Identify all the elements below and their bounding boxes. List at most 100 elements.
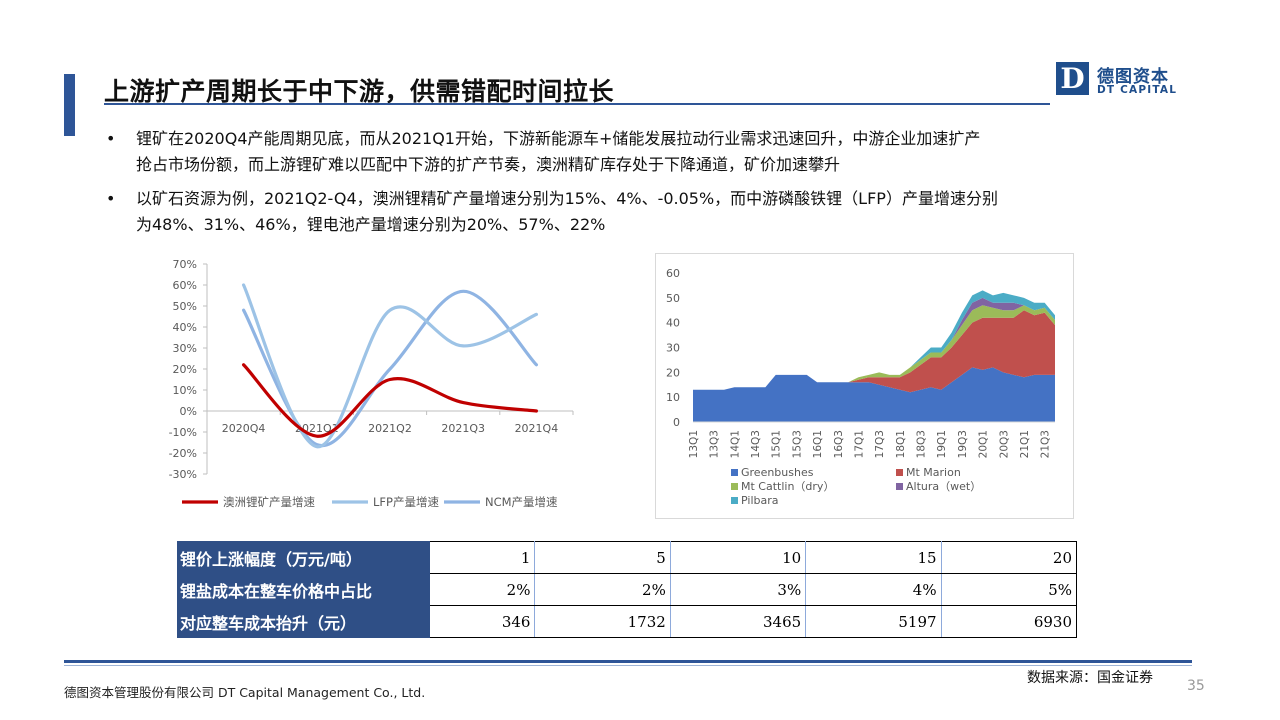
legend-label: Mt Cattlin（dry）: [741, 480, 834, 493]
area-pilbara: [693, 290, 1055, 390]
x-tick-label: 14Q1: [729, 430, 741, 458]
table-cell: 5%: [940, 573, 1078, 606]
x-tick-label: 13Q1: [688, 430, 700, 458]
legend-swatch: [896, 483, 903, 490]
y-tick-label: -30%: [169, 468, 197, 481]
table-cell: 20: [940, 541, 1078, 574]
y-tick-label: 10: [666, 391, 680, 404]
x-tick-label: 20Q3: [998, 430, 1010, 458]
table-cell: 1732: [534, 605, 671, 638]
y-tick-label: 0%: [180, 405, 197, 418]
footer-divider-thin: [64, 665, 1192, 666]
y-tick-label: -20%: [169, 447, 197, 460]
row-header: 锂盐成本在整车价格中占比: [177, 573, 430, 606]
x-tick-label: 21Q1: [1019, 430, 1031, 458]
bullet-item: 以矿石资源为例，2021Q2-Q4，澳洲锂精矿产量增速分别为15%、4%、-0.…: [104, 186, 1164, 238]
page-title: 上游扩产周期长于中下游，供需错配时间拉长: [104, 77, 615, 106]
table-cell: 3%: [669, 573, 807, 606]
legend-swatch: [731, 497, 738, 504]
y-tick-label: 20%: [173, 363, 197, 376]
x-tick-label: 2020Q4: [222, 422, 266, 435]
table-cell: 1: [428, 541, 536, 574]
table-cell: 15: [805, 541, 942, 574]
dt-logo-icon: D: [1056, 62, 1089, 95]
y-tick-label: -10%: [169, 426, 197, 439]
x-tick-label: 15Q1: [771, 430, 783, 458]
x-tick-label: 20Q1: [978, 430, 990, 458]
x-tick-label: 18Q3: [916, 430, 928, 458]
page-number: 35: [1187, 678, 1205, 694]
y-tick-label: 50%: [173, 300, 197, 313]
x-tick-label: 19Q1: [936, 430, 948, 458]
x-tick-label: 17Q1: [853, 430, 865, 458]
footer-divider: [64, 660, 1192, 663]
table-cell: 10: [669, 541, 807, 574]
x-tick-label: 13Q3: [709, 430, 721, 458]
logo-chinese-name: 德图资本: [1097, 67, 1169, 87]
bullet-line: 为48%、31%、46%，锂电池产量增速分别为20%、57%、22%: [136, 215, 606, 234]
data-source: 数据来源：国金证券: [1027, 670, 1153, 686]
y-tick-label: 10%: [173, 384, 197, 397]
x-tick-label: 14Q3: [750, 430, 762, 458]
title-accent-bar: [64, 74, 75, 136]
x-tick-label: 15Q3: [791, 430, 803, 458]
supply-area-chart: 0 10 20 30 40 50 60 13Q1 13Q3 14Q1 14Q3 15Q1 15Q3 16Q…: [666, 267, 1055, 507]
legend-swatch: [731, 469, 738, 476]
series-line-1: [242, 363, 538, 438]
bullet-line: 抢占市场份额，而上游锂矿难以匹配中下游的扩产节奏，澳洲精矿库存处于下降通道，矿价…: [136, 155, 841, 174]
y-tick-label: 40%: [173, 321, 197, 334]
legend-label: Greenbushes: [741, 466, 814, 479]
y-tick-label: 30%: [173, 342, 197, 355]
x-tick-label: 18Q1: [895, 430, 907, 458]
logo-english-name: DT CAPITAL: [1097, 84, 1178, 96]
supply-chart-frame: 0 10 20 30 40 50 60 13Q1 13Q3 14Q1 14Q3 15Q1 15Q3 16Q…: [655, 253, 1074, 519]
area-mtcattlindry: [693, 305, 1055, 390]
legend-swatch: [731, 483, 738, 490]
legend-label: Mt Marion: [906, 466, 961, 479]
legend-swatch: [896, 469, 903, 476]
table-cell: 4%: [805, 573, 942, 606]
y-tick-label: 70%: [173, 258, 197, 271]
y-tick-label: 0: [673, 416, 680, 429]
x-tick-label: 19Q3: [957, 430, 969, 458]
y-tick-label: 20: [666, 366, 680, 379]
y-tick-label: 60: [666, 267, 680, 280]
legend-label: Altura（wet）: [906, 480, 981, 493]
x-tick-label: 16Q3: [833, 430, 845, 458]
legend-label: Pilbara: [741, 494, 779, 507]
table-row: 锂价上涨幅度（万元/吨） 1 5 10 15 20: [177, 541, 1078, 574]
table-row: 锂盐成本在整车价格中占比 2% 2% 3% 4% 5%: [177, 573, 1078, 606]
bullet-list: 锂矿在2020Q4产能周期见底，而从2021Q1开始，下游新能源车+储能发展拉动…: [104, 126, 1164, 246]
table-cell: 346: [428, 605, 536, 638]
company-name: 德图资本管理股份有限公司 DT Capital Management Co., …: [64, 685, 426, 700]
series-line-2: [242, 283, 538, 449]
table-cell: 5197: [805, 605, 942, 638]
x-tick-label: 17Q3: [874, 430, 886, 458]
title-underline: [104, 103, 1050, 105]
y-tick-label: 40: [666, 317, 680, 330]
area-alturawet: [693, 297, 1055, 390]
y-tick-label: 30: [666, 342, 680, 355]
legend-label: LFP产量增速: [373, 495, 439, 509]
table-cell: 3465: [669, 605, 807, 638]
cost-impact-table: 锂价上涨幅度（万元/吨） 1 5 10 15 20 锂盐成本在整车价格中占比 2…: [177, 541, 1078, 638]
bullet-item: 锂矿在2020Q4产能周期见底，而从2021Q1开始，下游新能源车+储能发展拉动…: [104, 126, 1164, 178]
bullet-line: 锂矿在2020Q4产能周期见底，而从2021Q1开始，下游新能源车+储能发展拉动…: [136, 129, 981, 148]
legend-label: NCM产量增速: [485, 495, 558, 509]
area-greenbushes: [693, 367, 1055, 422]
legend-label: 澳洲锂矿产量增速: [223, 495, 315, 509]
x-tick-label: 21Q3: [1040, 430, 1052, 458]
y-tick-label: 60%: [173, 279, 197, 292]
bullet-line: 以矿石资源为例，2021Q2-Q4，澳洲锂精矿产量增速分别为15%、4%、-0.…: [136, 189, 998, 208]
x-tick-label: 2021Q2: [368, 422, 412, 435]
x-tick-label: 16Q1: [812, 430, 824, 458]
row-header: 锂价上涨幅度（万元/吨）: [177, 541, 430, 574]
area-mtmarion: [693, 310, 1055, 393]
table-row: 对应整车成本抬升（元） 346 1732 3465 5197 6930: [177, 605, 1078, 638]
table-cell: 5: [534, 541, 671, 574]
growth-line-chart: 70% 60% 50% 40% 30% 20% 10% 0% -10% -20% -30% 2020Q…: [169, 258, 574, 509]
y-tick-label: 50: [666, 292, 680, 305]
table-cell: 2%: [428, 573, 536, 606]
table-cell: 2%: [534, 573, 671, 606]
x-tick-label: 2021Q4: [515, 422, 559, 435]
